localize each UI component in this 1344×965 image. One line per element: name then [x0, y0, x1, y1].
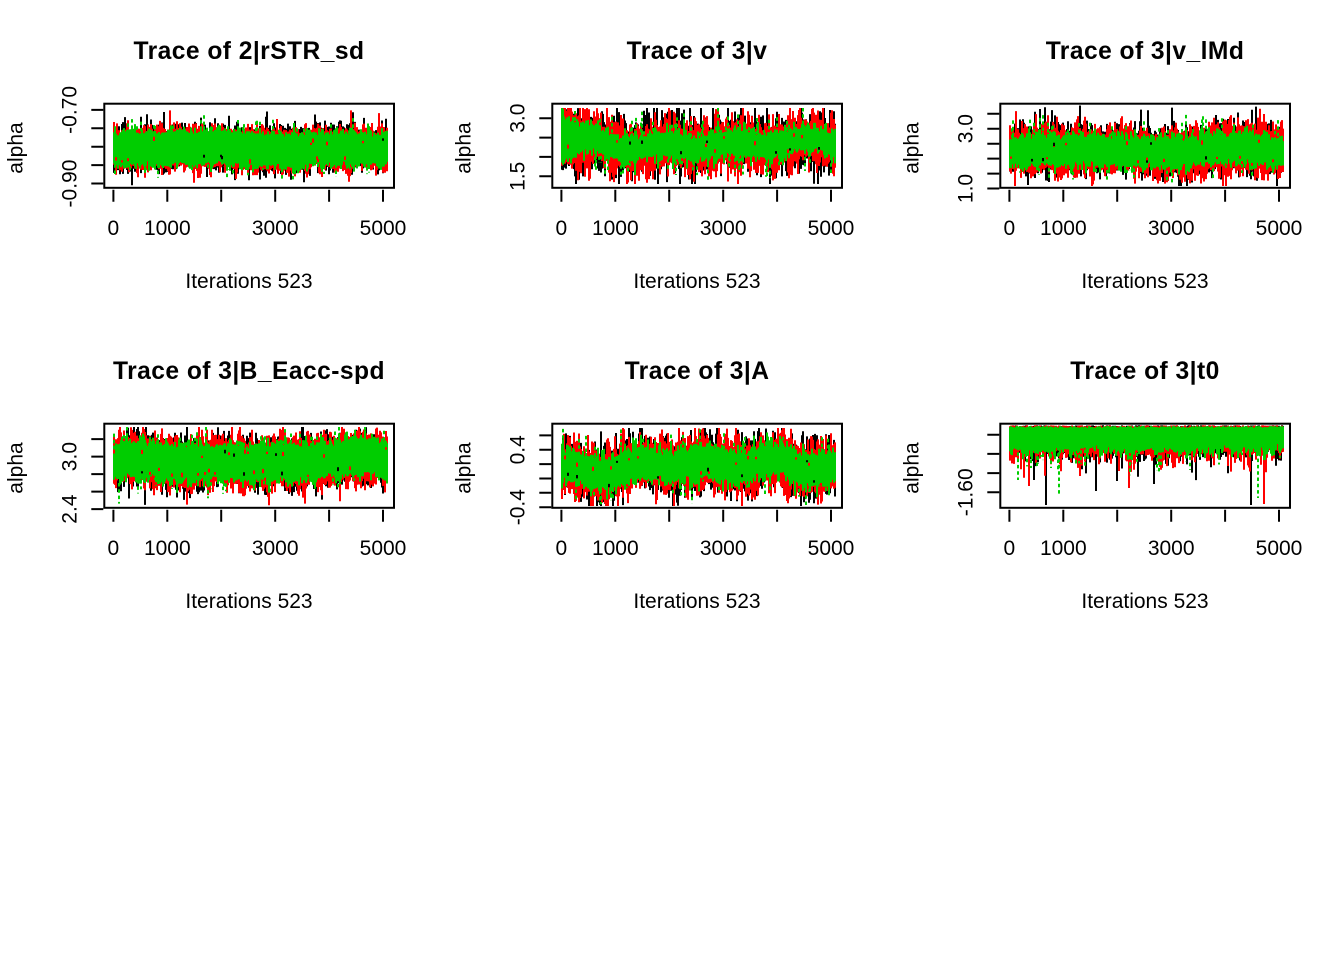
svg-text:Trace of 3|v_lMd: Trace of 3|v_lMd	[1046, 38, 1245, 65]
svg-text:alpha: alpha	[5, 122, 28, 174]
svg-text:1000: 1000	[592, 217, 639, 240]
svg-text:3000: 3000	[252, 537, 299, 560]
svg-text:3.0: 3.0	[59, 442, 82, 471]
svg-text:Trace of 3|v: Trace of 3|v	[627, 38, 768, 65]
svg-text:1.0: 1.0	[955, 174, 978, 203]
svg-text:3.0: 3.0	[507, 104, 530, 133]
svg-text:3000: 3000	[700, 217, 747, 240]
svg-text:0: 0	[556, 217, 568, 240]
svg-text:5000: 5000	[1256, 537, 1303, 560]
svg-text:Iterations 523: Iterations 523	[633, 590, 760, 613]
svg-text:alpha: alpha	[901, 442, 924, 494]
svg-text:5000: 5000	[1256, 217, 1303, 240]
svg-text:3000: 3000	[1148, 217, 1195, 240]
svg-text:1000: 1000	[1040, 217, 1087, 240]
svg-text:1.5: 1.5	[507, 162, 530, 191]
svg-text:0.4: 0.4	[507, 435, 530, 465]
svg-text:3000: 3000	[252, 217, 299, 240]
svg-text:Iterations 523: Iterations 523	[185, 270, 312, 293]
svg-text:3000: 3000	[1148, 537, 1195, 560]
svg-text:alpha: alpha	[901, 122, 924, 174]
svg-text:5000: 5000	[808, 537, 855, 560]
svg-text:5000: 5000	[808, 217, 855, 240]
svg-text:1000: 1000	[144, 537, 191, 560]
svg-text:1000: 1000	[1040, 537, 1087, 560]
svg-text:2.4: 2.4	[59, 494, 82, 524]
svg-text:Iterations 523: Iterations 523	[633, 270, 760, 293]
svg-text:-0.4: -0.4	[507, 489, 530, 526]
svg-text:alpha: alpha	[453, 442, 476, 494]
svg-text:Iterations 523: Iterations 523	[1081, 590, 1208, 613]
svg-text:0: 0	[556, 537, 568, 560]
svg-text:0: 0	[108, 537, 120, 560]
svg-text:3.0: 3.0	[955, 114, 978, 143]
svg-text:Iterations 523: Iterations 523	[185, 590, 312, 613]
svg-text:Trace of 3|A: Trace of 3|A	[625, 358, 770, 385]
svg-text:1000: 1000	[144, 217, 191, 240]
svg-text:Trace of 3|t0: Trace of 3|t0	[1070, 358, 1219, 385]
svg-text:0: 0	[1004, 537, 1016, 560]
svg-text:0: 0	[1004, 217, 1016, 240]
svg-text:Trace of 3|B_Eacc-spd: Trace of 3|B_Eacc-spd	[113, 358, 385, 385]
svg-text:0: 0	[108, 217, 120, 240]
svg-text:5000: 5000	[360, 537, 407, 560]
svg-text:5000: 5000	[360, 217, 407, 240]
svg-text:alpha: alpha	[453, 122, 476, 174]
svg-text:Iterations 523: Iterations 523	[1081, 270, 1208, 293]
svg-text:3000: 3000	[700, 537, 747, 560]
svg-text:-0.70: -0.70	[59, 86, 82, 134]
svg-text:-1.60: -1.60	[955, 468, 978, 516]
svg-text:alpha: alpha	[5, 442, 28, 494]
svg-text:-0.90: -0.90	[59, 160, 82, 208]
svg-text:Trace of 2|rSTR_sd: Trace of 2|rSTR_sd	[134, 38, 365, 65]
svg-text:1000: 1000	[592, 537, 639, 560]
